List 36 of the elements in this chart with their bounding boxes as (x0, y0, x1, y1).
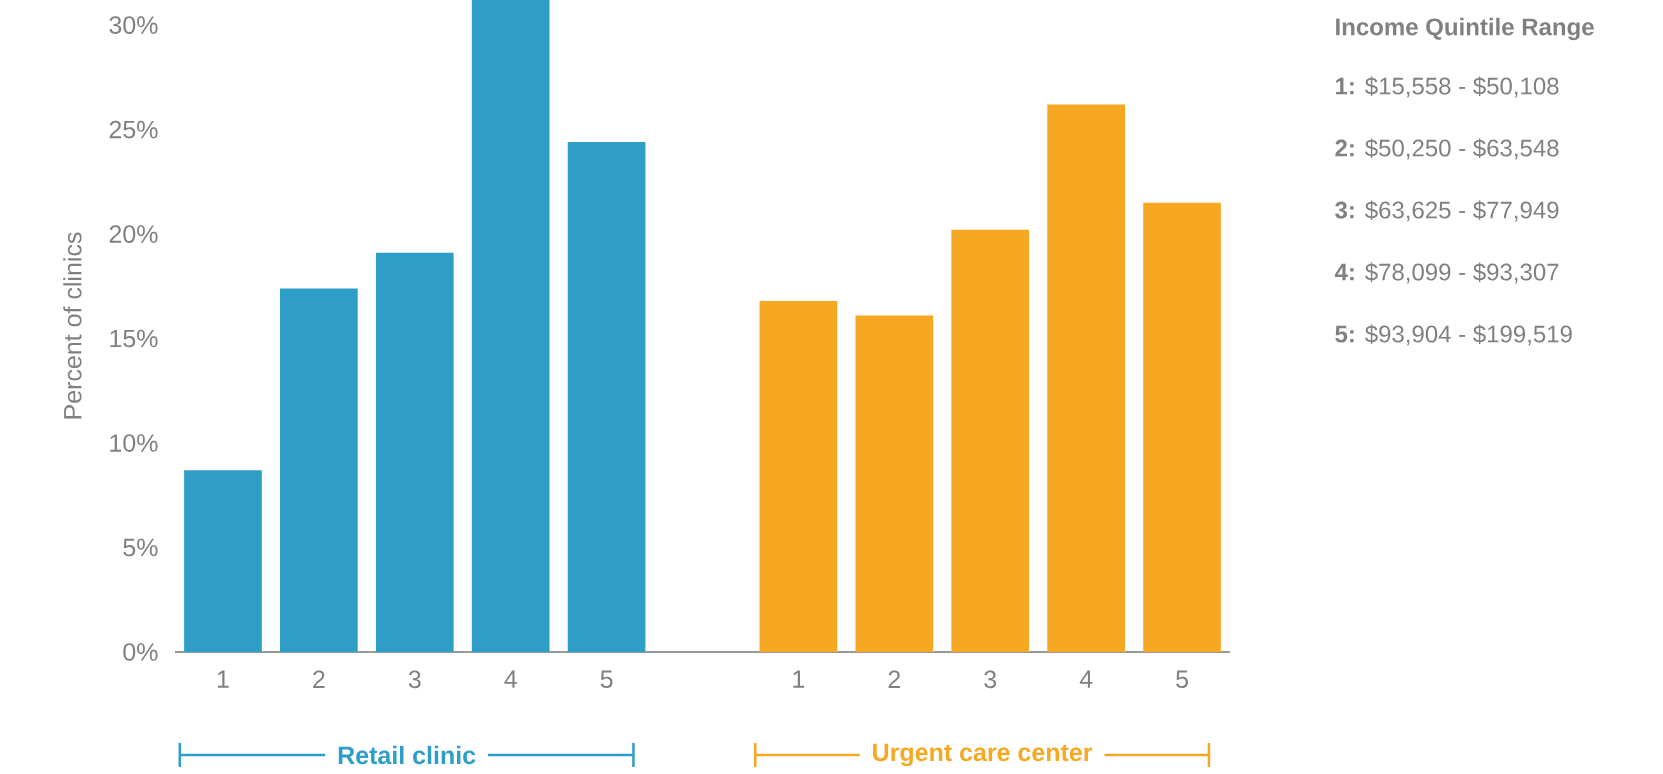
bar (759, 300, 838, 652)
y-tick-label: 10% (110, 434, 158, 452)
y-tick-label: 25% (109, 120, 158, 139)
x-tick-label: 2 (313, 670, 325, 688)
y-tick-label: 20% (109, 225, 158, 243)
text: 2: $50,250 - $63,548 (1335, 138, 1559, 160)
y-axis-title: Percent of clinics (63, 232, 82, 419)
bar (855, 315, 934, 652)
x-tick-label: 1 (793, 670, 805, 688)
legend-title: Income Quintile Range (1336, 17, 1594, 41)
bar (471, 0, 550, 652)
bar (280, 288, 358, 652)
x-tick-label: 2 (888, 670, 901, 688)
x-tick-label: 3 (984, 670, 997, 689)
y-tick-label: 5% (123, 538, 158, 557)
x-tick-label: 5 (1176, 670, 1188, 688)
y-tick-label: 0% (123, 643, 158, 661)
bar (951, 229, 1030, 652)
y-tick-label: 30% (109, 16, 158, 34)
bar (1047, 104, 1125, 652)
x-tick-label: 1 (217, 670, 229, 688)
text: 5: $93,904 - $199,519 (1335, 324, 1572, 346)
text: 4: $78,099 - $93,307 (1334, 262, 1559, 284)
bar (1143, 202, 1221, 652)
text: 1: $15,558 - $50,108 (1336, 76, 1559, 98)
x-tick-label: 4 (504, 670, 517, 688)
y-tick-label: 15% (110, 329, 158, 348)
bar (567, 142, 646, 652)
text: Retail clinic (338, 745, 476, 765)
x-tick-label: 5 (600, 670, 613, 688)
x-tick-label: 3 (408, 670, 421, 689)
x-tick-label: 4 (1079, 670, 1093, 688)
text: 3: $63,625 - $77,949 (1335, 200, 1559, 222)
bar (375, 252, 454, 652)
bar (184, 470, 262, 652)
text: Urgent care center (873, 743, 1093, 767)
